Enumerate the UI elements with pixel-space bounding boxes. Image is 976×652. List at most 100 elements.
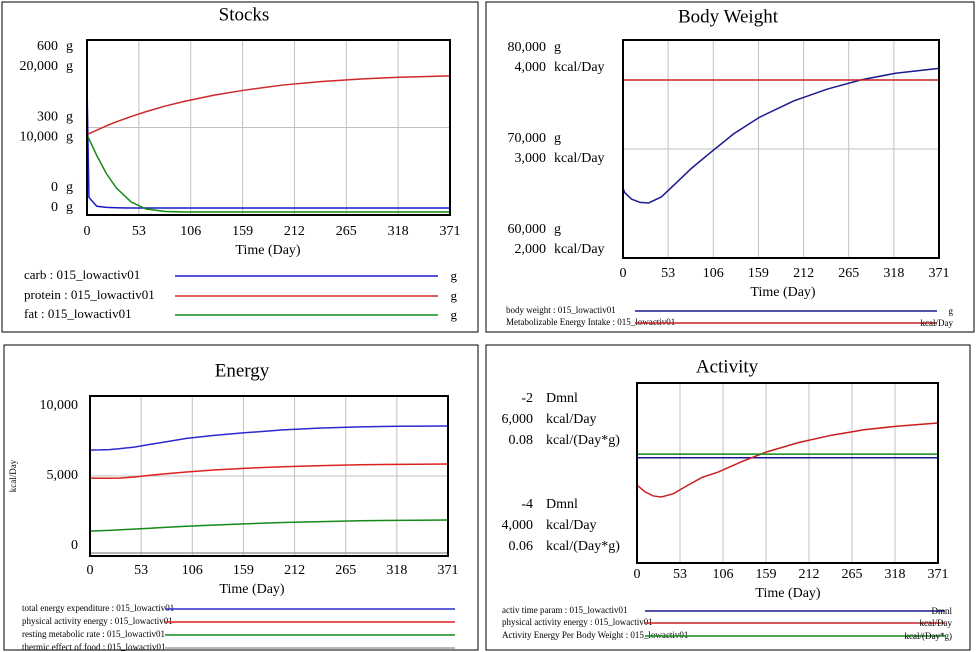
legend-unit: g <box>949 306 954 316</box>
x-tick-label: 212 <box>284 563 305 578</box>
x-tick-label: 159 <box>748 266 769 281</box>
x-tick-label: 53 <box>661 266 675 281</box>
plot-border <box>636 382 939 564</box>
legend-label: resting metabolic rate : 015_lowactiv01 <box>22 629 165 639</box>
series-line <box>90 519 448 532</box>
series-group <box>87 75 450 213</box>
y-axis-unit: g <box>66 180 73 195</box>
x-tick-label: 0 <box>634 567 641 582</box>
y-tick-label: 70,000 <box>508 131 547 146</box>
legend-unit: g <box>451 268 458 283</box>
y-axis-unit: g <box>66 130 73 145</box>
y-axis-unit: kcal/Day <box>554 151 605 166</box>
x-tick-label: 0 <box>87 563 94 578</box>
y-tick-label: 4,000 <box>502 518 534 533</box>
x-tick-label: 0 <box>620 266 627 281</box>
x-tick-label: 212 <box>793 266 814 281</box>
legend-label: protein : 015_lowactiv01 <box>24 287 155 302</box>
legend-label: total energy expenditure : 015_lowactiv0… <box>22 603 174 613</box>
y-tick-label: 4,000 <box>515 60 547 75</box>
legend-unit: g <box>451 307 458 322</box>
x-axis-label: Time (Day) <box>219 582 285 597</box>
legend-unit: kcal/Day <box>921 318 954 328</box>
y-axis-unit: kcal/Day <box>554 60 605 75</box>
legend-label: thermic effect of food : 015_lowactiv01 <box>22 642 166 652</box>
y-tick-label: -2 <box>521 391 533 406</box>
x-tick-label: 318 <box>885 567 906 582</box>
y-tick-label: 5,000 <box>47 468 79 483</box>
x-tick-label: 53 <box>673 567 687 582</box>
y-axis-unit: Dmnl <box>546 391 578 406</box>
x-tick-label: 53 <box>132 224 146 239</box>
x-tick-label: 106 <box>180 224 201 239</box>
series-group <box>623 67 939 204</box>
y-tick-label: 600 <box>37 39 58 54</box>
y-axis-unit: kcal/(Day*g) <box>546 433 620 448</box>
y-tick-label: 10,000 <box>40 398 79 413</box>
x-axis-label: Time (Day) <box>750 285 816 300</box>
y-axis-unit: g <box>66 110 73 125</box>
x-tick-label: 265 <box>842 567 863 582</box>
legend-label: physical activity energy : 015_lowactiv0… <box>22 616 173 626</box>
y-tick-label: 80,000 <box>508 40 547 55</box>
y-tick-label: 0 <box>51 180 58 195</box>
x-tick-label: 212 <box>799 567 820 582</box>
chart-panel: Activity 0 53 106 159 212 265 318 371 -4 Dmnl -2 Dmn… <box>485 344 971 651</box>
x-tick-label: 318 <box>388 224 409 239</box>
x-tick-label: 371 <box>928 567 949 582</box>
x-tick-label: 159 <box>756 567 777 582</box>
y-axis-unit: kcal/(Day*g) <box>546 539 620 554</box>
legend-label: Metabolizable Energy Intake : 015_lowact… <box>506 317 675 327</box>
chart-title: Activity <box>696 356 759 377</box>
y-tick-label: 20,000 <box>20 59 59 74</box>
x-tick-label: 265 <box>335 563 356 578</box>
legend-unit: Dmnl <box>931 606 952 616</box>
legend-label: activ time param : 015_lowactiv01 <box>502 605 627 615</box>
x-tick-label: 265 <box>838 266 859 281</box>
x-tick-label: 212 <box>284 224 305 239</box>
x-axis-label: Time (Day) <box>755 586 821 601</box>
series-line <box>90 425 448 451</box>
x-tick-label: 106 <box>703 266 724 281</box>
chart-panel: Energy 0 53 106 159 212 265 318 371 0 5,000 10,000 T… <box>3 344 479 652</box>
legend-label: fat : 015_lowactiv01 <box>24 306 132 321</box>
series-group <box>90 425 448 554</box>
chart-title: Stocks <box>219 4 270 25</box>
x-tick-label: 265 <box>336 224 357 239</box>
series-line <box>87 84 450 209</box>
y-tick-label: 60,000 <box>508 222 547 237</box>
y-tick-label: 0 <box>51 200 58 215</box>
y-axis-unit: g <box>66 200 73 215</box>
x-axis-label: Time (Day) <box>235 243 301 258</box>
legend-label: physical activity energy : 015_lowactiv0… <box>502 617 653 627</box>
legend-label: carb : 015_lowactiv01 <box>24 267 140 282</box>
legend-unit: kcal/Day <box>920 618 953 628</box>
y-axis-unit: kcal/Day <box>546 412 597 427</box>
x-tick-label: 318 <box>386 563 407 578</box>
y-axis-unit: kcal/Day <box>554 242 605 257</box>
x-tick-label: 106 <box>182 563 203 578</box>
y-tick-label: 10,000 <box>20 130 59 145</box>
series-line <box>637 422 938 498</box>
plot-border <box>622 39 940 259</box>
y-tick-label: 0.08 <box>509 433 534 448</box>
series-line <box>90 463 448 479</box>
chart-title: Body Weight <box>678 6 779 27</box>
series-line <box>623 67 939 204</box>
x-tick-label: 0 <box>84 224 91 239</box>
plot-border <box>89 395 449 557</box>
series-line <box>87 75 450 136</box>
y-tick-label: 2,000 <box>515 242 547 257</box>
x-tick-label: 371 <box>438 563 459 578</box>
y-tick-label: 0 <box>71 538 78 553</box>
x-tick-label: 106 <box>713 567 734 582</box>
y-axis-unit: g <box>554 222 561 237</box>
y-axis-unit: g <box>66 39 73 54</box>
plot-area <box>637 383 938 563</box>
y-tick-label: 6,000 <box>502 412 534 427</box>
series-line <box>87 134 450 213</box>
legend-unit: g <box>451 288 458 303</box>
